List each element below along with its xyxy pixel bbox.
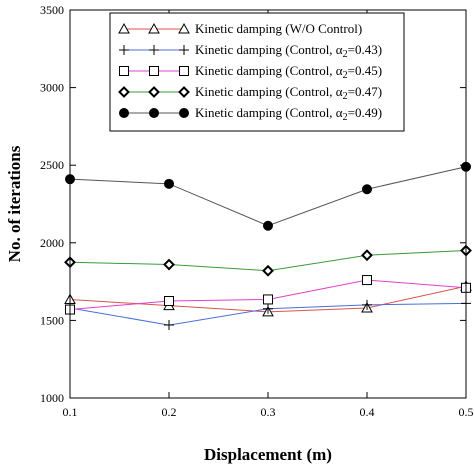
legend-label-1: Kinetic damping (W/O Control) (195, 21, 362, 36)
legend-marker-3-2 (149, 66, 159, 76)
y-tick-label: 1000 (40, 391, 64, 405)
data-point-5-3 (263, 220, 273, 231)
legend-marker-5-1 (119, 108, 129, 118)
x-tick-label: 0.2 (162, 405, 177, 419)
legend-label-3: Kinetic damping (Control, α2=0.45) (195, 63, 382, 81)
data-point-5-4 (362, 184, 372, 195)
x-tick-label: 0.3 (261, 405, 276, 419)
legend-marker-1-3 (178, 22, 190, 34)
y-tick-label: 3500 (40, 3, 64, 17)
data-point-3-2 (164, 296, 174, 306)
legend-marker-1-1 (118, 22, 130, 34)
y-axis-title: No. of iterations (5, 145, 24, 262)
x-tick-label: 0.4 (360, 405, 375, 419)
legend-marker-5-3 (179, 108, 189, 118)
legend-label-5: Kinetic damping (Control, α2=0.49) (195, 105, 382, 123)
data-point-2-4 (362, 299, 372, 310)
x-tick-label: 0.5 (459, 405, 474, 419)
legend-label-2: Kinetic damping (Control, α2=0.43) (195, 42, 382, 60)
data-point-2-2 (164, 320, 174, 331)
series-line-5 (69, 166, 467, 227)
data-point-3-3 (263, 294, 273, 305)
data-point-3-4 (362, 275, 372, 286)
legend-marker-3-1 (119, 66, 129, 76)
plot-frame (69, 9, 467, 399)
y-tick-label: 1500 (40, 313, 64, 327)
y-tick-label: 3000 (40, 81, 64, 95)
legend-label-4: Kinetic damping (Control, α2=0.47) (195, 84, 382, 102)
legend-marker-2-2 (149, 45, 159, 55)
data-point-2-3 (263, 303, 273, 314)
legend-marker-4-2 (148, 86, 160, 98)
axis-ticks: 0.1 0.2 0.3 0.4 0.5 1000 1500 2000 2500 3000 3500 (40, 3, 474, 419)
legend-marker-4-3 (178, 86, 190, 98)
legend-marker-4-1 (118, 86, 130, 98)
x-axis-title: Displacement (m) (204, 445, 332, 464)
data-point-4-2 (163, 258, 175, 271)
data-point-4-3 (262, 264, 274, 277)
data-point-4-4 (361, 249, 373, 262)
legend-marker-5-2 (149, 108, 159, 118)
y-tick-label: 2000 (40, 236, 64, 250)
y-tick-label: 2500 (40, 158, 64, 172)
data-point-5-2 (164, 178, 174, 189)
x-tick-label: 0.1 (63, 405, 78, 419)
legend-marker-2-3 (179, 45, 189, 55)
legend-marker-2-1 (119, 45, 129, 55)
legend: Kinetic damping (W/O Control) Kinetic dam… (109, 12, 405, 132)
legend-marker-3-3 (179, 66, 189, 76)
legend-marker-1-2 (148, 22, 160, 34)
